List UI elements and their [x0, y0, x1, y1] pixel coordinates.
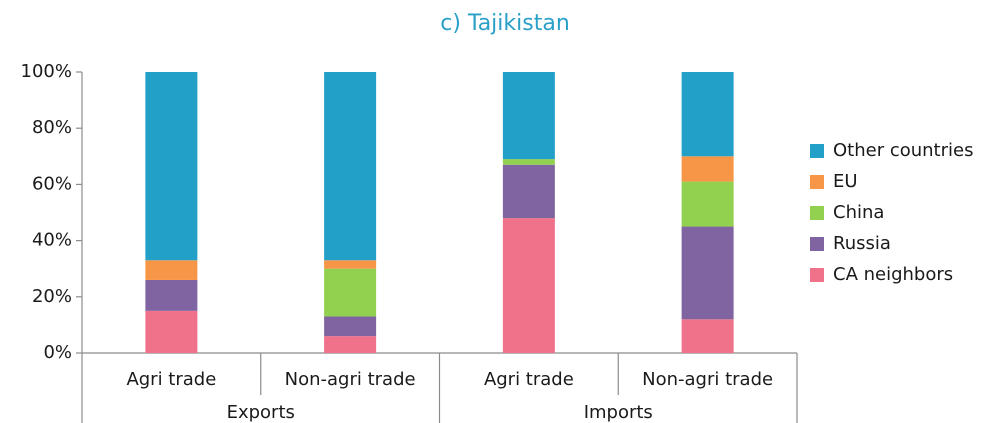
bar-segment: [324, 72, 377, 261]
bar-segment: [145, 72, 198, 261]
y-tick-label: 40%: [32, 230, 72, 251]
bar-segment: [324, 268, 377, 317]
bar-segment: [145, 310, 198, 353]
group-label: Imports: [584, 402, 653, 423]
bar-segment: [502, 159, 555, 165]
x-tick-label: Non-agri trade: [285, 369, 416, 390]
bar-segment: [681, 319, 734, 353]
group-label: Exports: [227, 402, 295, 423]
bar-segment: [324, 336, 377, 353]
bar-segment: [681, 226, 734, 320]
legend-swatch: [810, 175, 824, 189]
bar-segment: [502, 218, 555, 353]
legend-label: Other countries: [833, 140, 973, 161]
bar-segment: [145, 279, 198, 311]
legend-swatch: [810, 268, 824, 282]
legend-swatch: [810, 206, 824, 220]
x-tick-label: Agri trade: [126, 369, 216, 390]
x-tick-label: Agri trade: [484, 369, 574, 390]
legend-label: EU: [833, 171, 858, 192]
y-tick-label: 0%: [43, 342, 72, 363]
bar-segment: [681, 156, 734, 182]
y-tick-label: 80%: [32, 117, 72, 138]
bar-segment: [145, 260, 198, 280]
bar-segment: [681, 181, 734, 227]
legend-swatch: [810, 237, 824, 251]
bar-segment: [502, 72, 555, 160]
bar-segment: [502, 164, 555, 219]
legend-label: Russia: [833, 233, 891, 254]
legend-label: CA neighbors: [833, 264, 953, 285]
bar-segment: [681, 72, 734, 157]
chart-title: c) Tajikistan: [440, 11, 570, 36]
legend-swatch: [810, 144, 824, 158]
legend-label: China: [833, 202, 884, 223]
bar-segment: [324, 316, 377, 337]
y-tick-label: 100%: [21, 61, 72, 82]
y-tick-label: 20%: [32, 286, 72, 307]
bar-segment: [324, 260, 377, 269]
x-tick-label: Non-agri trade: [642, 369, 773, 390]
y-tick-label: 60%: [32, 173, 72, 194]
